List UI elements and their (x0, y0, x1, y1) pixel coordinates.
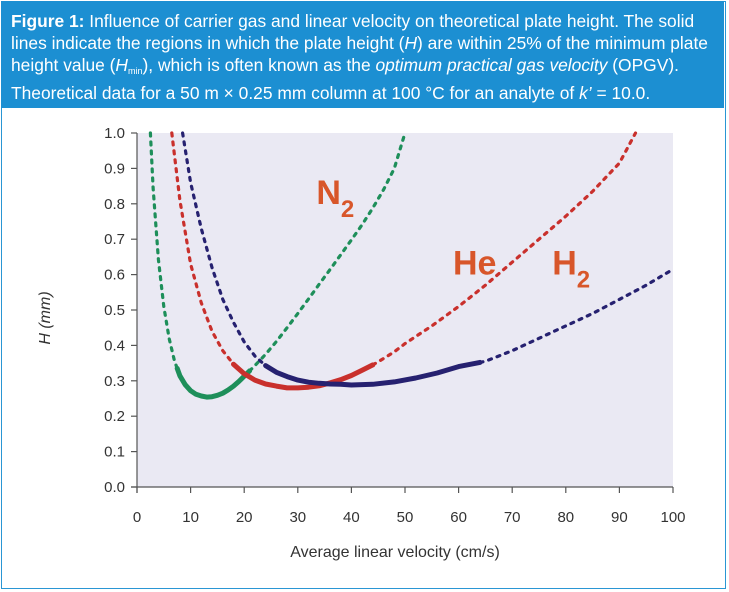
x-tick-label: 100 (660, 509, 685, 526)
x-tick-label: 0 (133, 509, 141, 526)
y-tick-label: 0.4 (104, 337, 125, 354)
series-labels: N2 He H2 (316, 174, 590, 294)
y-tick-label: 1.0 (104, 125, 125, 142)
n2-label: N2 (316, 174, 354, 223)
caption-k-symbol: k’ (579, 83, 592, 103)
caption-text-2: ) are within 25% of the minimum plate he… (11, 33, 708, 75)
h2-opgv-solid-segment (263, 359, 483, 388)
caption-h-symbol: H (404, 33, 418, 53)
x-tick-label: 40 (343, 509, 360, 526)
y-tick-label: 0.6 (104, 267, 125, 284)
y-ticks: 0.0 0.1 0.2 0.3 0.4 0.5 0.6 0.7 0.8 0.9 1.0 (104, 125, 137, 496)
x-tick-label: 50 (397, 509, 414, 526)
n2-dotted-curve-right (248, 131, 407, 373)
curves-layer (148, 131, 673, 400)
plot-area (137, 133, 673, 487)
caption-hmin-subscript: min (127, 66, 143, 76)
x-ticks: 0 10 20 30 40 50 60 70 80 90 100 (133, 487, 686, 526)
y-tick-label: 0.7 (104, 231, 125, 248)
h2-dotted-curve-left (181, 131, 268, 368)
caption-hmin-symbol: H (115, 55, 128, 75)
y-tick-label: 0.0 (104, 479, 125, 496)
n2-opgv-solid-segment (174, 365, 253, 400)
caption-text-5: = 10.0. (591, 83, 651, 103)
he-label: He (453, 245, 496, 283)
caption-text-4: (OPGV). Theoretical data for a 50 m × 0.… (11, 55, 679, 103)
he-dotted-curve-left (170, 131, 236, 366)
he-opgv-solid-segment (231, 361, 376, 391)
h2-label: H2 (552, 245, 590, 294)
x-tick-label: 10 (182, 509, 199, 526)
x-tick-label: 20 (236, 509, 253, 526)
caption-text-1: Influence of carrier gas and linear velo… (11, 11, 695, 53)
x-tick-label: 80 (557, 509, 574, 526)
he-dotted-curve-right (371, 131, 638, 367)
curves-clip-group (148, 131, 673, 400)
x-axis-title: Average linear velocity (cm/s) (290, 544, 500, 561)
y-tick-label: 0.1 (104, 444, 125, 461)
x-tick-label: 70 (504, 509, 521, 526)
caption-text-3: ), which is often known as the (142, 55, 376, 75)
x-tick-label: 30 (289, 509, 306, 526)
y-axis-title: H (mm) (37, 291, 54, 344)
y-tick-label: 0.8 (104, 196, 125, 213)
y-tick-label: 0.3 (104, 373, 125, 390)
h2-dotted-curve-right (478, 267, 673, 364)
x-tick-label: 60 (450, 509, 467, 526)
x-tick-label: 90 (611, 509, 628, 526)
caption-opgv-term: optimum practical gas velocity (375, 55, 608, 75)
n2-dotted-curve-left (148, 131, 179, 370)
y-tick-label: 0.9 (104, 160, 125, 177)
y-tick-label: 0.2 (104, 408, 125, 425)
figure-label: Figure 1: (11, 11, 85, 31)
figure-caption: Figure 1: Influence of carrier gas and l… (1, 1, 724, 108)
y-tick-label: 0.5 (104, 302, 125, 319)
